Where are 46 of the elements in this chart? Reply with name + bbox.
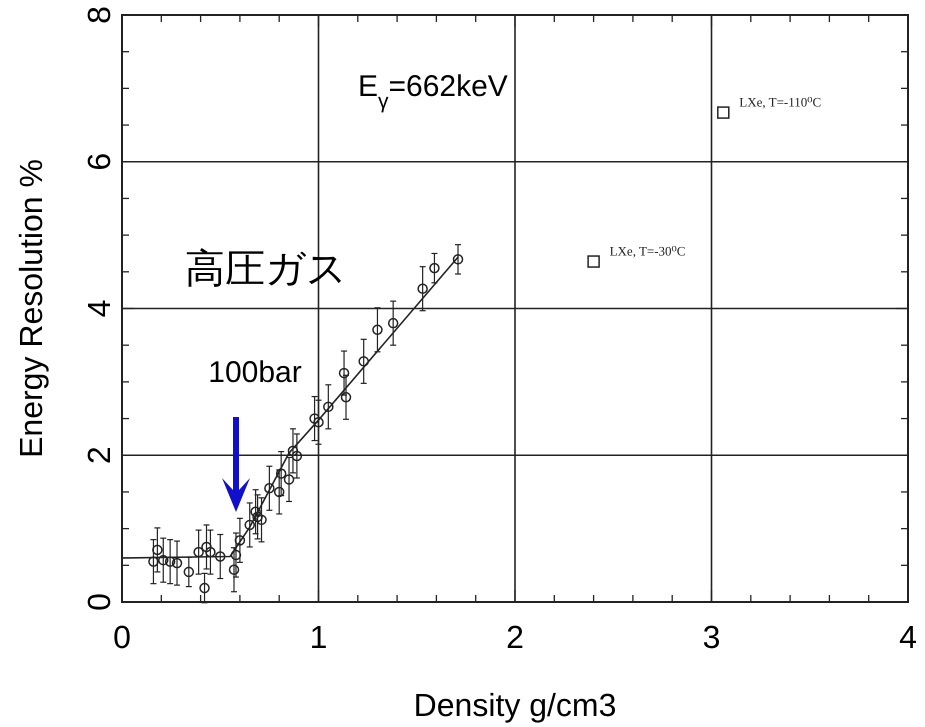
x-tick-label: 3: [702, 619, 720, 655]
point: [313, 416, 324, 428]
point: [172, 558, 182, 568]
y-tick-label: 2: [81, 446, 117, 464]
point: [152, 544, 163, 556]
y-tick-label: 0: [81, 593, 117, 611]
point: [244, 520, 255, 530]
point: [250, 506, 261, 517]
point: [358, 356, 369, 367]
point: [201, 542, 212, 552]
point: [205, 546, 216, 558]
point: [158, 554, 169, 566]
point: [452, 254, 464, 265]
point: [228, 564, 240, 575]
point: [292, 450, 302, 462]
point: [717, 106, 730, 119]
point: [264, 483, 275, 494]
point: [184, 566, 194, 578]
point: [417, 283, 428, 294]
annotation: E$_{γ}$=662keV: [358, 70, 508, 112]
series-label: LXe, T=-30⁰C: [610, 244, 686, 259]
point: [199, 582, 210, 594]
point: [587, 255, 600, 268]
x-tick-label: 4: [899, 619, 917, 655]
point: [309, 413, 320, 424]
point: [234, 535, 246, 546]
y-tick-label: 4: [81, 300, 117, 318]
x-tick-label: 1: [310, 619, 328, 655]
point: [323, 402, 334, 412]
y-tick-label: 8: [81, 6, 117, 24]
y-tick-label: 6: [81, 152, 117, 171]
point: [164, 556, 176, 567]
y-axis-title: Energy Resolution %: [13, 159, 49, 458]
x-axis-title: Density g/cm3: [414, 687, 616, 723]
point: [252, 512, 263, 522]
point: [215, 551, 226, 562]
point: [429, 262, 440, 274]
point: [148, 556, 159, 567]
point: [256, 514, 267, 526]
annotation: 100bar: [208, 356, 302, 389]
x-tick-label: 2: [506, 619, 524, 655]
point: [388, 318, 398, 328]
point: [230, 550, 242, 560]
point: [193, 546, 204, 558]
point: [372, 324, 383, 336]
series-label: LXe, T=-110⁰C: [739, 94, 822, 110]
